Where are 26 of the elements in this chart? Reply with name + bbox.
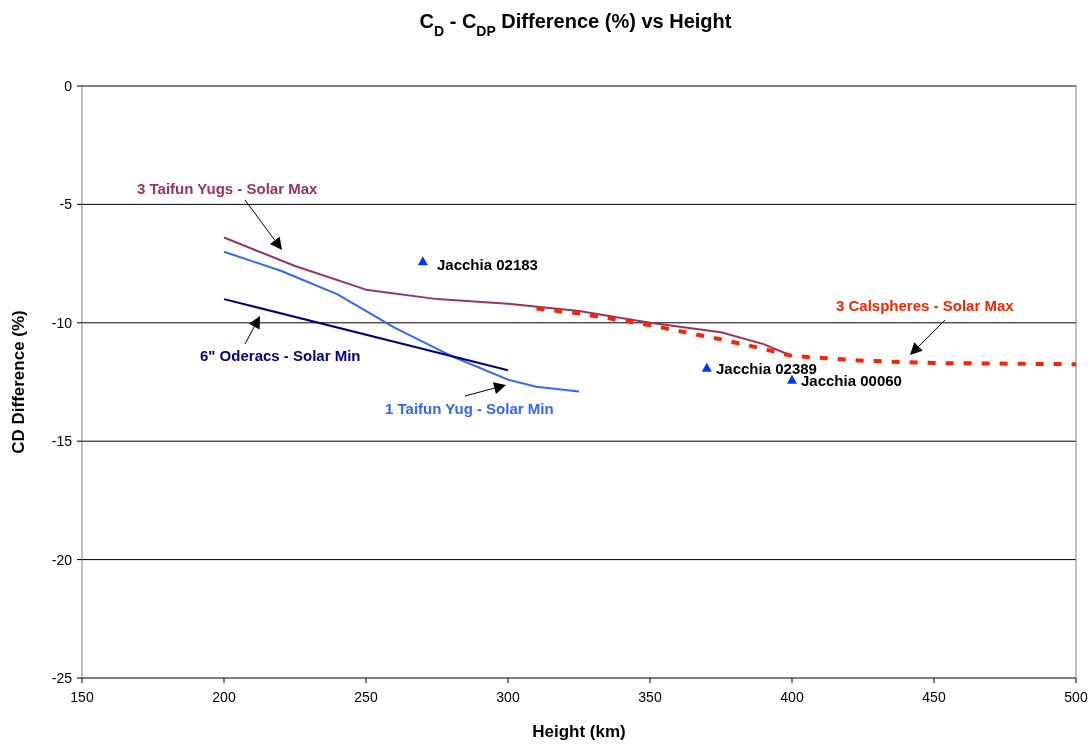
series-label: 6" Oderacs - Solar Min xyxy=(200,347,361,364)
text: 3 Taifun Yugs - Solar Max xyxy=(137,180,318,197)
x-tick-label: 450 xyxy=(922,689,946,705)
x-axis-title: Height (km) xyxy=(532,722,626,741)
y-tick-label: 0 xyxy=(64,77,73,94)
point xyxy=(787,374,797,384)
series-label: Jacchia 02183 xyxy=(437,256,538,273)
x-tick-label: 350 xyxy=(638,689,662,705)
series-label: Jacchia 02389 xyxy=(716,360,817,377)
x-tick-label: 250 xyxy=(354,689,378,705)
x-tick-label: 150 xyxy=(70,689,94,705)
x-tick-label: 300 xyxy=(496,689,520,705)
point xyxy=(417,256,428,266)
series-label: 1 Taifun Yug - Solar Min xyxy=(385,400,554,417)
y-tick-label: -20 xyxy=(51,551,73,568)
x-tick-label: 500 xyxy=(1064,689,1088,705)
y-tick-label: -25 xyxy=(51,669,73,686)
text: 3 Calspheres - Solar Max xyxy=(836,297,1015,314)
chart-title: C$_{D}$ - C$_{DP}$ Difference (%) vs Height xyxy=(419,10,732,39)
point xyxy=(701,362,712,372)
x-tick-label: 400 xyxy=(780,689,804,705)
x-tick-label: 200 xyxy=(212,689,236,705)
y-axis-title: CD Difference (%) xyxy=(9,310,28,454)
y-tick-label: -5 xyxy=(59,196,73,213)
y-tick-label: -10 xyxy=(51,314,73,331)
y-tick-label: -15 xyxy=(51,433,73,450)
